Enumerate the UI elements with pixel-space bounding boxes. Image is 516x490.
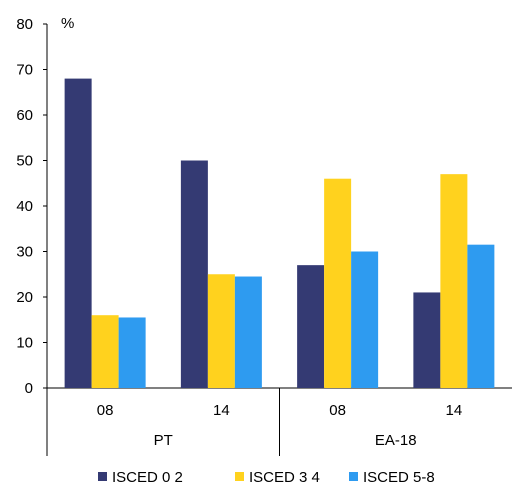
y-tick-label: 60 — [16, 107, 33, 124]
group-label: EA-18 — [375, 432, 417, 449]
group-label: PT — [154, 432, 173, 449]
bar — [91, 315, 119, 388]
legend: ISCED 0 2 ISCED 3 4 ISCED 5-8 — [98, 469, 435, 486]
bar — [180, 160, 208, 388]
y-tick-label: 0 — [25, 380, 33, 397]
x-tick-label: 08 — [329, 402, 346, 419]
x-tick-label: 08 — [97, 402, 114, 419]
y-tick-label: 50 — [16, 153, 33, 170]
unit-label: % — [61, 15, 74, 32]
plot-area: 0 10 20 30 40 50 60 70 80 08 14 08 14 PT EA-18 — [16, 16, 512, 456]
legend-label: ISCED 5-8 — [363, 469, 435, 486]
y-tick-label: 80 — [16, 16, 33, 33]
y-tick-label: 10 — [16, 335, 33, 352]
legend-swatch — [235, 472, 244, 481]
bar — [440, 174, 468, 388]
x-tick-label: 14 — [446, 402, 463, 419]
bar — [324, 178, 352, 388]
legend-label: ISCED 0 2 — [112, 469, 183, 486]
y-tick-label: 70 — [16, 62, 33, 79]
bar — [467, 244, 495, 388]
bar — [234, 276, 262, 388]
bar — [351, 251, 379, 388]
legend-swatch — [98, 472, 107, 481]
y-tick-label: 20 — [16, 289, 33, 306]
legend-label: ISCED 3 4 — [249, 469, 320, 486]
bar — [207, 274, 235, 388]
bar — [413, 292, 441, 388]
legend-swatch — [349, 472, 358, 481]
y-tick-label: 30 — [16, 244, 33, 261]
bar — [297, 265, 325, 388]
bar — [64, 78, 92, 388]
x-tick-label: 14 — [213, 402, 230, 419]
bar — [118, 317, 146, 388]
y-tick-label: 40 — [16, 198, 33, 215]
